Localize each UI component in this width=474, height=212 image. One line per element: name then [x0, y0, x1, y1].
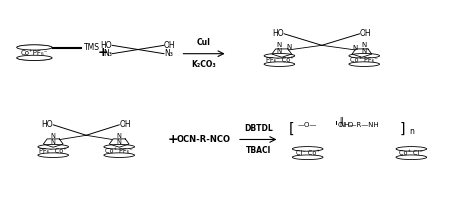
- Text: OH: OH: [359, 29, 371, 38]
- Text: OH: OH: [119, 120, 131, 129]
- Text: TMS: TMS: [84, 43, 100, 52]
- Text: PF₆⁻ Co⁺: PF₆⁻ Co⁺: [265, 57, 293, 63]
- Text: DBTDL: DBTDL: [244, 124, 273, 133]
- Text: Co⁺ PF₆⁻: Co⁺ PF₆⁻: [350, 57, 378, 63]
- Text: —O—: —O—: [298, 122, 318, 128]
- Text: N₃: N₃: [164, 49, 173, 58]
- Text: K₂CO₃: K₂CO₃: [191, 60, 217, 69]
- Text: [: [: [289, 122, 294, 136]
- Text: N: N: [286, 44, 292, 50]
- Text: OH: OH: [164, 41, 175, 50]
- Text: OCN-R-NCO: OCN-R-NCO: [177, 135, 231, 144]
- Text: +: +: [97, 46, 108, 59]
- Text: N: N: [352, 45, 357, 52]
- Text: HO: HO: [100, 41, 112, 50]
- Text: N
N: N N: [277, 42, 282, 54]
- Text: HO: HO: [42, 120, 53, 129]
- Text: N
N: N N: [362, 42, 367, 54]
- Text: ]: ]: [399, 122, 405, 136]
- Text: N
N: N N: [117, 133, 122, 145]
- Text: Co⁺ PF₆⁻: Co⁺ PF₆⁻: [105, 148, 133, 154]
- Text: TBACl: TBACl: [246, 146, 271, 155]
- Text: Cl⁻ Co⁺: Cl⁻ Co⁺: [296, 150, 319, 156]
- Text: NH—R—NH: NH—R—NH: [340, 122, 379, 128]
- Text: N
N: N N: [51, 133, 55, 145]
- Text: PF₆⁻ Co⁺: PF₆⁻ Co⁺: [39, 148, 67, 154]
- Text: +: +: [168, 133, 179, 146]
- Text: O: O: [338, 122, 343, 128]
- Text: n: n: [409, 127, 414, 136]
- Text: Co⁺ Cl⁻: Co⁺ Cl⁻: [400, 150, 423, 156]
- Text: Co⁺PF₆⁻: Co⁺PF₆⁻: [21, 50, 48, 56]
- Text: ǁ: ǁ: [339, 117, 343, 123]
- Text: CuI: CuI: [197, 38, 211, 47]
- Text: HO: HO: [273, 29, 284, 38]
- Text: O: O: [348, 122, 353, 128]
- Text: N₃: N₃: [103, 49, 112, 58]
